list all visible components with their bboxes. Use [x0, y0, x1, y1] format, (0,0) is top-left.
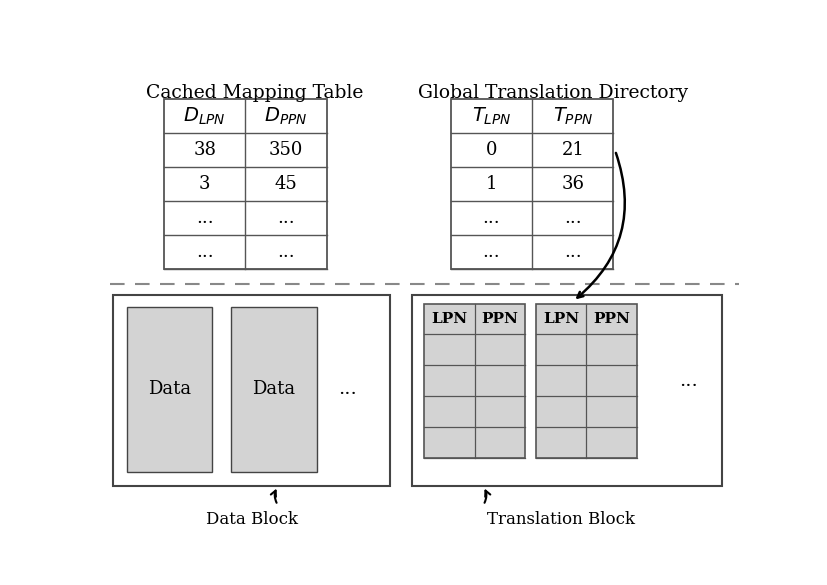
Text: ...: ... [277, 209, 294, 227]
Text: $T_{LPN}$: $T_{LPN}$ [471, 106, 510, 127]
Text: 45: 45 [275, 175, 297, 193]
Bar [535, 304, 636, 457]
Text: ...: ... [563, 209, 581, 227]
Text: 36: 36 [561, 175, 584, 193]
Text: ...: ... [196, 243, 213, 261]
Text: $D_{LPN}$: $D_{LPN}$ [183, 106, 226, 127]
Text: 350: 350 [269, 142, 303, 159]
Text: 0: 0 [485, 142, 496, 159]
Text: LPN: LPN [543, 312, 579, 326]
Bar [450, 99, 613, 269]
Bar [412, 295, 721, 486]
Text: $T_{PPN}$: $T_{PPN}$ [552, 106, 592, 127]
Text: Data: Data [252, 380, 295, 398]
Text: ...: ... [482, 209, 500, 227]
Text: 3: 3 [198, 175, 210, 193]
Text: 1: 1 [485, 175, 496, 193]
Text: 21: 21 [561, 142, 584, 159]
Bar [164, 99, 327, 269]
Text: ...: ... [482, 243, 500, 261]
Text: Global Translation Directory: Global Translation Directory [418, 84, 687, 102]
Bar [424, 304, 524, 457]
Text: ...: ... [196, 209, 213, 227]
Text: Data Block: Data Block [206, 511, 298, 528]
Text: ...: ... [563, 243, 581, 261]
Bar [127, 307, 212, 472]
Text: ...: ... [277, 243, 294, 261]
Text: ...: ... [678, 371, 697, 390]
Text: Cached Mapping Table: Cached Mapping Table [146, 84, 363, 102]
Text: PPN: PPN [480, 312, 518, 326]
Text: ...: ... [338, 380, 356, 398]
Text: Translation Block: Translation Block [486, 511, 634, 528]
Text: PPN: PPN [592, 312, 629, 326]
Text: $D_{PPN}$: $D_{PPN}$ [264, 106, 308, 127]
Text: LPN: LPN [431, 312, 467, 326]
Text: 38: 38 [193, 142, 216, 159]
Bar [231, 307, 316, 472]
Bar [112, 295, 390, 486]
Text: Data: Data [148, 380, 191, 398]
